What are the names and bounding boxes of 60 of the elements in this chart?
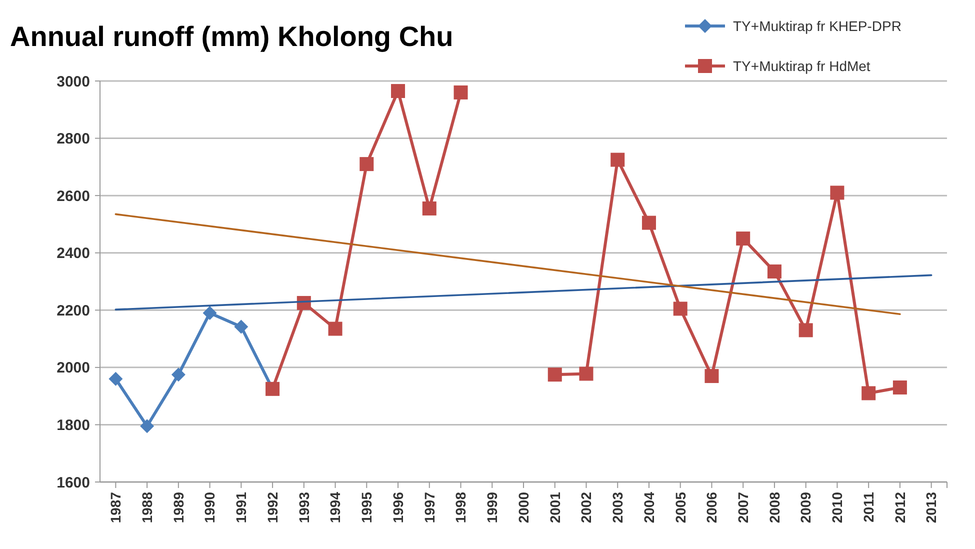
y-tick-label: 2400 bbox=[56, 245, 90, 262]
point bbox=[830, 186, 844, 200]
x-tick-label: 2012 bbox=[892, 492, 908, 524]
x-tick-label: 2011 bbox=[860, 492, 876, 522]
x-tick-label: 2006 bbox=[704, 492, 720, 524]
point bbox=[892, 380, 907, 394]
point bbox=[202, 306, 217, 320]
point bbox=[704, 369, 719, 384]
point bbox=[767, 264, 782, 278]
x-tick-label: 1993 bbox=[296, 492, 312, 524]
x-tick-label: 1987 bbox=[108, 492, 124, 524]
point bbox=[171, 368, 186, 382]
point bbox=[234, 320, 248, 334]
legend-label: TY+Muktirap fr HdMet bbox=[733, 58, 870, 74]
point bbox=[798, 323, 813, 338]
point bbox=[736, 232, 750, 246]
chart-title: Annual runoff (mm) Kholong Chu bbox=[10, 21, 454, 52]
point bbox=[579, 366, 594, 381]
x-tick-label: 1989 bbox=[170, 492, 186, 524]
x-tick-label: 1992 bbox=[264, 492, 280, 524]
point bbox=[140, 419, 154, 434]
x-tick-label: 1997 bbox=[421, 492, 438, 524]
point bbox=[642, 216, 656, 230]
x-tick-label: 1990 bbox=[202, 492, 218, 524]
x-tick-label: 1996 bbox=[390, 492, 406, 524]
y-tick-label: 2200 bbox=[56, 302, 90, 320]
y-tick-label: 3000 bbox=[56, 73, 90, 90]
y-tick-label: 1800 bbox=[56, 416, 90, 434]
point bbox=[610, 152, 625, 167]
x-tick-label: 1995 bbox=[358, 492, 375, 524]
x-tick-label: 2005 bbox=[672, 492, 688, 524]
point bbox=[548, 368, 562, 382]
point bbox=[391, 84, 406, 98]
y-tick-label: 1600 bbox=[56, 474, 90, 492]
x-tick-label: 2008 bbox=[766, 492, 782, 524]
x-tick-label: 2013 bbox=[923, 492, 940, 524]
point bbox=[673, 302, 688, 316]
x-tick-label: 1999 bbox=[484, 492, 500, 524]
x-tick-label: 2010 bbox=[829, 492, 846, 524]
x-tick-label: 2000 bbox=[515, 492, 532, 524]
x-tick-label: 1988 bbox=[138, 492, 155, 524]
x-tick-label: 1998 bbox=[452, 492, 469, 524]
x-tick-label: 2002 bbox=[578, 492, 594, 524]
y-tick-label: 2000 bbox=[56, 360, 90, 377]
x-tick-label: 2007 bbox=[734, 492, 751, 524]
point bbox=[360, 157, 374, 172]
point bbox=[454, 85, 468, 100]
y-tick-label: 2800 bbox=[56, 130, 90, 148]
x-tick-label: 1994 bbox=[327, 492, 344, 524]
point bbox=[328, 322, 342, 336]
point bbox=[422, 201, 436, 216]
x-tick-label: 1991 bbox=[233, 492, 250, 524]
y-tick-label: 2600 bbox=[56, 188, 90, 205]
x-tick-label: 2009 bbox=[798, 492, 814, 524]
x-tick-label: 2001 bbox=[546, 492, 563, 524]
x-tick-label: 2004 bbox=[640, 492, 657, 524]
point bbox=[862, 386, 876, 400]
x-tick-label: 2003 bbox=[610, 492, 626, 524]
legend-label: TY+Muktirap fr KHEP-DPR bbox=[733, 18, 902, 34]
point bbox=[108, 372, 123, 386]
